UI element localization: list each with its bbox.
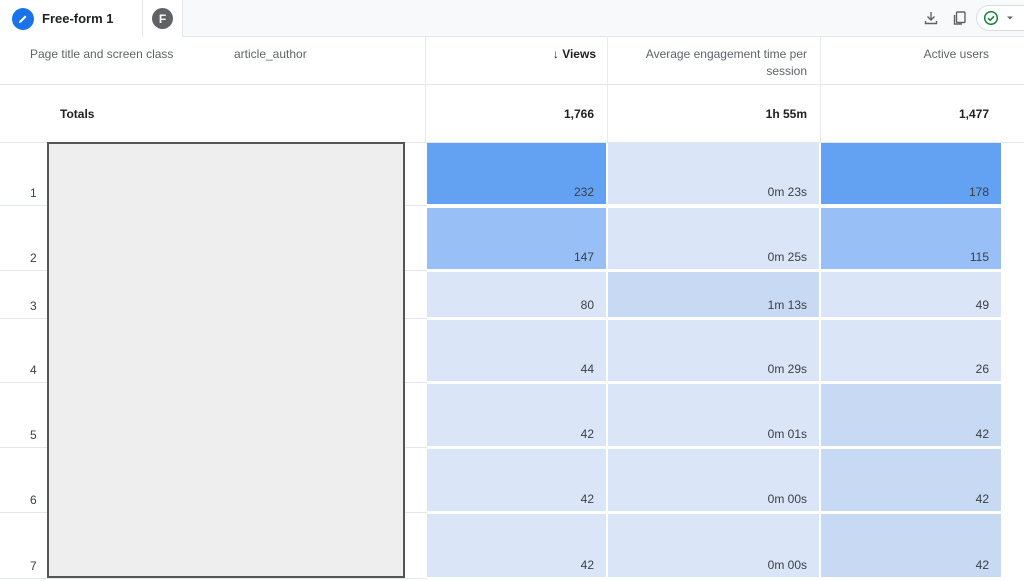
tab-free-form-1[interactable]: Free-form 1 [0, 0, 143, 37]
cell-engagement: 0m 00s [608, 449, 819, 511]
divider [0, 142, 1024, 143]
cell-views: 42 [427, 384, 606, 446]
cell-views: 232 [427, 143, 606, 204]
tab-secondary[interactable]: F [143, 0, 183, 37]
column-header-article-author[interactable]: article_author [234, 47, 307, 61]
column-header-views[interactable]: ↓ Views [425, 37, 596, 84]
copy-button[interactable] [948, 6, 972, 30]
column-header-engagement[interactable]: Average engagement time per session [645, 47, 807, 78]
cell-active-users: 26 [821, 320, 1001, 381]
redacted-area [47, 142, 405, 578]
row-divider [0, 578, 427, 579]
cell-views: 147 [427, 208, 606, 269]
avatar: F [152, 8, 173, 29]
cell-views: 42 [427, 514, 606, 577]
cell-active-users: 49 [821, 272, 1001, 317]
cell-active-users: 42 [821, 449, 1001, 511]
cell-engagement: 0m 29s [608, 320, 819, 381]
download-button[interactable] [919, 6, 943, 30]
cell-views: 44 [427, 320, 606, 381]
check-circle-icon [983, 10, 999, 26]
column-header-page-title[interactable]: Page title and screen class [30, 47, 174, 61]
totals-active-users: 1,477 [958, 107, 989, 121]
cell-engagement: 0m 00s [608, 514, 819, 577]
divider [820, 37, 821, 143]
download-icon [924, 12, 938, 25]
row-number: 5 [30, 428, 37, 442]
totals-engagement: 1h 55m [765, 107, 807, 121]
row-number: 1 [30, 186, 37, 200]
row-number: 4 [30, 363, 37, 377]
cell-engagement: 0m 01s [608, 384, 819, 446]
cell-active-users: 42 [821, 514, 1001, 577]
cell-views: 80 [427, 272, 606, 317]
column-header-active-users[interactable]: Active users [923, 47, 989, 61]
chevron-down-icon [1007, 16, 1013, 20]
cell-engagement: 1m 13s [608, 272, 819, 317]
cell-engagement: 0m 25s [608, 208, 819, 269]
row-number: 3 [30, 299, 37, 313]
tab-bar: Free-form 1 F [0, 0, 1024, 37]
pencil-icon [12, 7, 34, 30]
row-number: 7 [30, 559, 37, 573]
tab-label: Free-form 1 [42, 11, 114, 26]
totals-label: Totals [60, 107, 95, 121]
divider [607, 37, 608, 143]
copy-icon [953, 11, 966, 25]
totals-views: 1,766 [563, 107, 594, 121]
cell-engagement: 0m 23s [608, 143, 819, 204]
row-number: 2 [30, 251, 37, 265]
status-dropdown[interactable] [976, 5, 1024, 31]
sort-descending-icon: ↓ [552, 47, 559, 61]
column-header-views-label: Views [562, 47, 596, 61]
divider [425, 37, 426, 143]
cell-active-users: 115 [821, 208, 1001, 269]
cell-active-users: 42 [821, 384, 1001, 446]
divider [0, 84, 1024, 85]
cell-views: 42 [427, 449, 606, 511]
cell-active-users: 178 [821, 143, 1001, 204]
row-number: 6 [30, 493, 37, 507]
